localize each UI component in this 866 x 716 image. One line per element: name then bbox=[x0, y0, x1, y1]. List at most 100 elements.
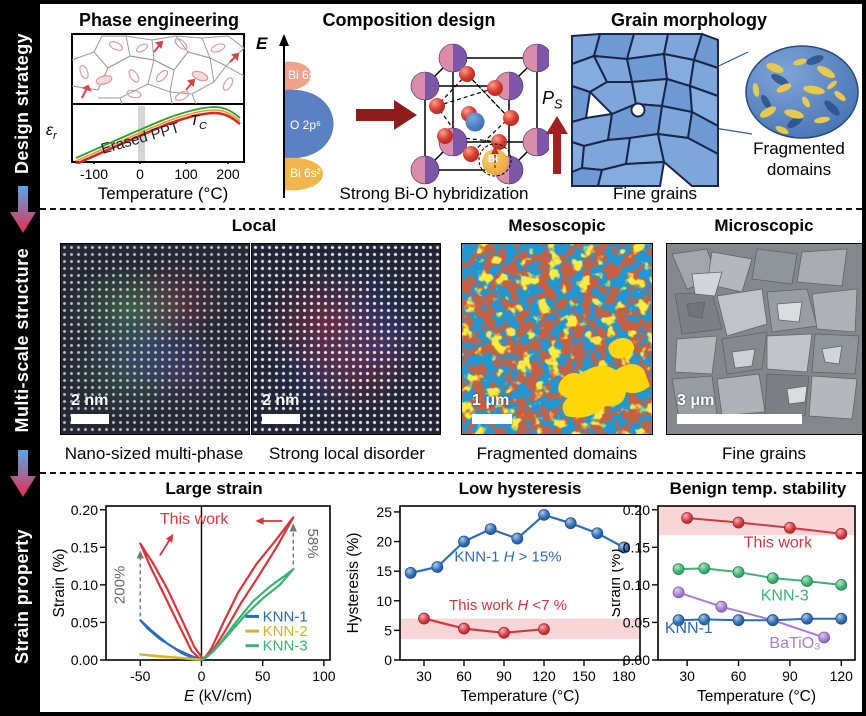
ps-label: PS bbox=[542, 88, 563, 112]
marker-KNN-1 bbox=[431, 561, 444, 573]
y-tick-label: 10 bbox=[376, 593, 392, 609]
series-BaTiO₃ bbox=[677, 591, 826, 639]
x-axis-label: Temperature (°C) bbox=[697, 688, 816, 705]
banner-label: Design strategy bbox=[11, 33, 32, 175]
x-axis-label: E (kV/cm) bbox=[184, 688, 252, 705]
big-red-arrow-icon bbox=[356, 100, 417, 130]
domain-ellipses bbox=[79, 38, 234, 101]
series-KNN-3 bbox=[200, 567, 295, 661]
series-This work bbox=[422, 617, 546, 634]
phase-engineering-diagram bbox=[71, 33, 245, 164]
marker-KNN-1 bbox=[511, 532, 524, 545]
y-tick-label: 0 bbox=[384, 652, 392, 668]
tc-label: TC bbox=[190, 112, 207, 132]
annotation-arrowhead bbox=[289, 523, 297, 532]
y-tick-label: 15 bbox=[376, 563, 392, 579]
permittivity-curve-orange bbox=[75, 109, 241, 162]
grain-caption: Fine grains bbox=[612, 184, 698, 203]
marker-KNN-1 bbox=[564, 517, 577, 530]
section-title-microscopic: Microscopic bbox=[714, 216, 814, 235]
phase-xtick: 0 bbox=[136, 166, 144, 182]
ps-arrow-icon bbox=[546, 116, 568, 174]
perovskite-cell bbox=[410, 43, 549, 185]
yellow-domain-blob bbox=[608, 338, 635, 359]
marker-KNN-1 bbox=[835, 612, 848, 625]
x-tick-label: 50 bbox=[255, 668, 271, 684]
x-tick-label: 150 bbox=[572, 668, 596, 684]
banner-multiscale: Multi-scale structure bbox=[4, 220, 40, 460]
x-tick-label: 30 bbox=[679, 668, 695, 684]
voronoi-grains bbox=[571, 32, 719, 187]
y-tick-label: 0.05 bbox=[71, 614, 98, 630]
highlight-band bbox=[401, 618, 639, 640]
x-tick-label: 60 bbox=[456, 668, 472, 684]
x-ticks bbox=[93, 162, 229, 164]
fragmented-domain-blobs bbox=[752, 55, 846, 135]
bi6s2-lobe bbox=[284, 157, 323, 191]
annotation: This work H <7 % bbox=[449, 597, 567, 614]
marker-KNN-3 bbox=[672, 563, 685, 576]
marker-This work bbox=[458, 622, 470, 635]
annotation: 200% bbox=[111, 566, 128, 604]
x-axis-label: Temperature (°C) bbox=[460, 688, 579, 705]
y-tick-label: 5 bbox=[384, 622, 392, 638]
permittivity-curve-green bbox=[75, 106, 241, 159]
lobe-label-mid: O 2p⁶ bbox=[290, 118, 321, 132]
permittivity-curve-red bbox=[75, 111, 241, 164]
annotation-arrowhead bbox=[136, 550, 144, 559]
o2p6-lobe bbox=[284, 89, 334, 159]
annotation: This work bbox=[160, 511, 229, 528]
caption-multiphase: Nano-sized multi-phase bbox=[64, 444, 244, 463]
scale-bar: 2 nm bbox=[71, 392, 109, 424]
panel-title-grain: Grain morphology bbox=[610, 10, 767, 30]
energy-axis-label: E bbox=[256, 34, 268, 53]
y-axis-label: Strain (%) bbox=[612, 549, 624, 618]
banner-strain-property: Strain property bbox=[4, 486, 40, 708]
annotation: BaTiO₃ bbox=[769, 635, 820, 652]
yellow-domain-blob bbox=[558, 364, 650, 418]
marker-KNN-1 bbox=[458, 535, 470, 548]
annotation: This work bbox=[744, 534, 813, 551]
marker-BaTiO₃ bbox=[715, 600, 728, 613]
series-This work bbox=[686, 517, 843, 535]
marker-KNN-3 bbox=[801, 575, 813, 588]
series-This work bbox=[139, 516, 295, 661]
x-tick-label: -50 bbox=[130, 668, 150, 684]
y-tick-label: 0.00 bbox=[623, 652, 650, 668]
bi6sp-lobe bbox=[284, 61, 311, 91]
section-title-mesoscopic: Mesoscopic bbox=[508, 216, 606, 235]
y-axis-label: Strain (%) bbox=[51, 549, 68, 618]
chart-title: Large strain bbox=[165, 480, 262, 498]
sem-texture bbox=[667, 244, 862, 434]
marker-KNN-1 bbox=[538, 508, 550, 521]
polarization-arrows bbox=[81, 40, 240, 99]
marker-KNN-1 bbox=[698, 613, 711, 626]
marker-This work bbox=[538, 623, 550, 636]
plot-box bbox=[399, 505, 641, 661]
marker-KNN-1 bbox=[672, 614, 685, 627]
caption-domains: Fragmented domains bbox=[476, 444, 638, 463]
epsilon-r-label: εr bbox=[46, 122, 57, 143]
caption-disorder: Strong local disorder bbox=[269, 444, 425, 463]
scale-bar: 2 nm bbox=[262, 392, 300, 424]
chart-low-hysteresis: Low hysteresis 30 60 90 120 150 180 0 5 10 15 20 25 T… bbox=[345, 480, 641, 705]
x-tick-label: 90 bbox=[782, 668, 798, 684]
lobe-label-bot: Bi 6s² bbox=[290, 166, 321, 180]
y-tick-label: 25 bbox=[376, 504, 392, 520]
chart-title: Benign temp. stability bbox=[670, 480, 847, 498]
pfm-texture bbox=[462, 244, 652, 434]
phase-xlabel: Temperature (°C) bbox=[97, 184, 229, 203]
marker-KNN-3 bbox=[766, 572, 779, 585]
legend-label: KNN-2 bbox=[263, 623, 308, 640]
y-tick-label: 0.00 bbox=[71, 652, 98, 668]
b-site-sphere bbox=[465, 112, 485, 132]
scale-bar: 3 μm bbox=[677, 392, 802, 424]
axis-arrowhead-icon bbox=[279, 34, 289, 46]
y-tick-label: 20 bbox=[376, 534, 392, 550]
y-axis-label: Hysteresis (%) bbox=[345, 533, 362, 634]
marker-KNN-1 bbox=[591, 527, 604, 540]
banner-label: Multi-scale structure bbox=[11, 247, 32, 433]
inset-caption: Fragmented domains bbox=[753, 139, 845, 179]
annotation: 58% bbox=[304, 529, 321, 559]
